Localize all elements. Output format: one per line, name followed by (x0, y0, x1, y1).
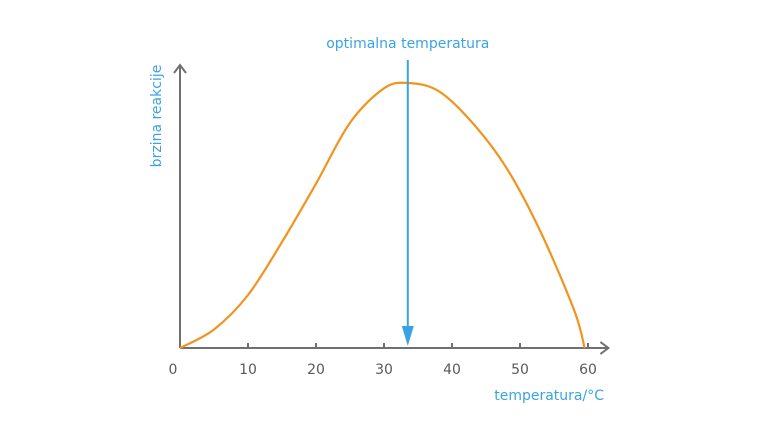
series-layer (179, 81, 586, 349)
x-tick-label: 10 (239, 362, 257, 378)
annotation-layer: optimalna temperatura (326, 36, 489, 346)
x-axis-arrowhead (599, 341, 611, 355)
optimum-label: optimalna temperatura (326, 36, 489, 52)
x-tick-marks (247, 343, 589, 348)
x-tick-label: 60 (579, 362, 597, 378)
y-axis-title: brzina reakcije (149, 65, 165, 168)
x-axis-title: temperatura/°C (494, 388, 604, 404)
optimum-arrowhead (401, 326, 414, 346)
x-tick-label: 30 (375, 362, 393, 378)
reaction-rate-curve (179, 81, 586, 349)
x-tick-label: 0 (169, 362, 178, 378)
y-axis-arrowhead (173, 63, 187, 74)
x-tick-label: 20 (307, 362, 325, 378)
x-tick-label: 50 (511, 362, 529, 378)
x-tick-labels: 0 10 20 30 40 50 60 (169, 362, 597, 378)
axes (173, 63, 611, 355)
x-tick-label: 40 (443, 362, 461, 378)
